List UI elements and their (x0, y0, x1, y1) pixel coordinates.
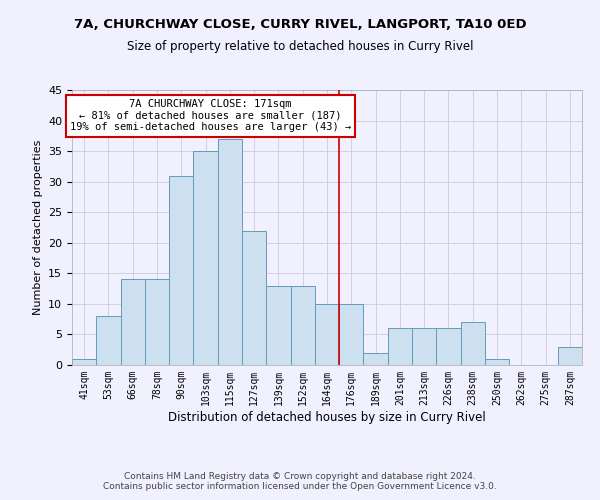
Bar (193, 151, 218, 365)
Bar (169, 176, 193, 365)
Bar (339, 304, 364, 365)
Bar (485, 359, 509, 365)
Bar (412, 328, 436, 365)
Bar (242, 230, 266, 365)
Bar (96, 316, 121, 365)
Bar (72, 359, 96, 365)
Text: Size of property relative to detached houses in Curry Rivel: Size of property relative to detached ho… (127, 40, 473, 53)
Bar (436, 328, 461, 365)
Y-axis label: Number of detached properties: Number of detached properties (32, 140, 43, 315)
Bar (266, 286, 290, 365)
Bar (145, 280, 169, 365)
Text: 7A CHURCHWAY CLOSE: 171sqm
← 81% of detached houses are smaller (187)
19% of sem: 7A CHURCHWAY CLOSE: 171sqm ← 81% of deta… (70, 99, 351, 132)
Bar (364, 353, 388, 365)
Bar (290, 286, 315, 365)
Bar (558, 346, 582, 365)
Bar (461, 322, 485, 365)
Bar (121, 280, 145, 365)
Bar (218, 139, 242, 365)
Text: Contains HM Land Registry data © Crown copyright and database right 2024.: Contains HM Land Registry data © Crown c… (124, 472, 476, 481)
Text: Contains public sector information licensed under the Open Government Licence v3: Contains public sector information licen… (103, 482, 497, 491)
Text: 7A, CHURCHWAY CLOSE, CURRY RIVEL, LANGPORT, TA10 0ED: 7A, CHURCHWAY CLOSE, CURRY RIVEL, LANGPO… (74, 18, 526, 30)
Bar (388, 328, 412, 365)
X-axis label: Distribution of detached houses by size in Curry Rivel: Distribution of detached houses by size … (168, 410, 486, 424)
Bar (315, 304, 339, 365)
